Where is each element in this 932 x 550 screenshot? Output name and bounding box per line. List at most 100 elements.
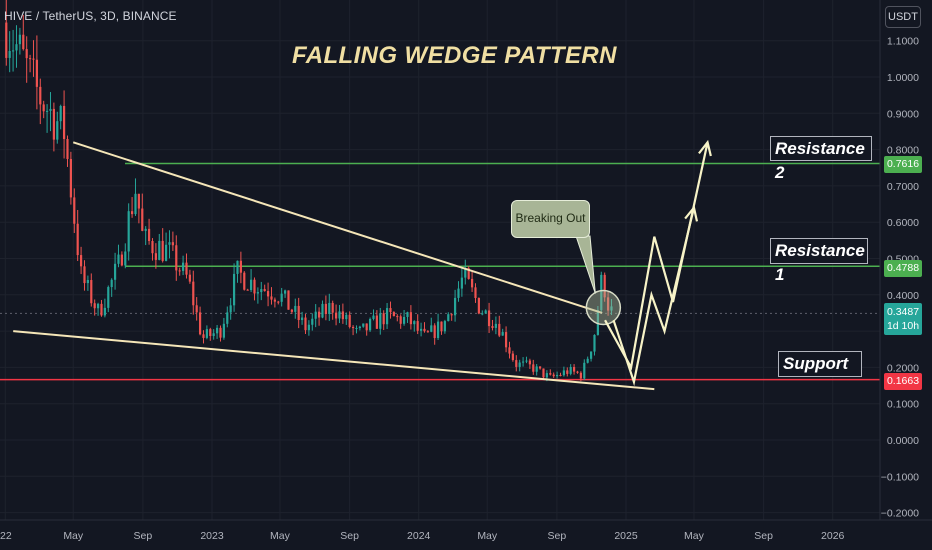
candle-body xyxy=(28,58,32,60)
candle xyxy=(389,301,392,319)
candle-body xyxy=(382,313,385,325)
candle xyxy=(209,327,212,341)
candle-body xyxy=(8,51,11,58)
candle xyxy=(249,269,253,293)
candle-body xyxy=(423,328,426,332)
candle xyxy=(297,297,300,329)
candle-body xyxy=(372,315,375,319)
candle xyxy=(181,255,185,276)
candle-body xyxy=(535,366,538,372)
candle-body xyxy=(147,228,151,241)
candle-body xyxy=(202,334,205,338)
candle xyxy=(572,364,576,375)
candle-body xyxy=(413,321,416,325)
candle-body xyxy=(362,323,365,327)
time-tick-label: May xyxy=(270,530,291,542)
candle xyxy=(569,364,572,376)
candle xyxy=(362,323,365,328)
candle xyxy=(290,308,293,314)
candle xyxy=(586,356,589,364)
candle-body xyxy=(399,316,402,324)
candle-body xyxy=(504,332,508,348)
resistance-2-label: Resistance 2 xyxy=(770,136,872,182)
candle xyxy=(32,40,35,77)
candle-body xyxy=(178,270,181,272)
candle xyxy=(59,104,62,130)
candle-body xyxy=(134,193,137,215)
candle xyxy=(464,259,467,285)
candle xyxy=(277,300,280,305)
candle-body xyxy=(311,318,314,325)
candle-body xyxy=(141,208,144,231)
candle xyxy=(600,271,603,313)
candle xyxy=(45,104,49,133)
candle-body xyxy=(589,351,593,359)
price-tick-label: 0.6000 xyxy=(887,217,919,229)
candle xyxy=(243,271,246,291)
candle xyxy=(498,315,501,338)
candle xyxy=(440,321,443,335)
candle xyxy=(382,310,385,331)
candle-body xyxy=(120,254,123,266)
candle xyxy=(158,233,161,261)
candle-body xyxy=(212,333,215,336)
candle xyxy=(559,372,562,377)
candle-body xyxy=(130,211,134,215)
candle xyxy=(22,14,25,51)
time-tick-label: May xyxy=(63,530,84,542)
candle-body xyxy=(246,289,249,291)
candle-body xyxy=(368,318,372,331)
candle xyxy=(321,300,324,319)
candle xyxy=(294,298,297,319)
candle xyxy=(348,311,351,329)
candle xyxy=(413,320,416,332)
candle xyxy=(501,328,504,336)
candle-body xyxy=(341,311,344,320)
candle-body xyxy=(583,362,586,379)
candle-body xyxy=(586,358,589,363)
support-label: Support xyxy=(778,351,862,377)
candle xyxy=(171,231,174,251)
candle-body xyxy=(450,314,453,316)
candle-body xyxy=(324,303,327,315)
candle xyxy=(385,302,389,330)
candle-body xyxy=(552,374,555,377)
candle-body xyxy=(263,289,266,292)
price-tick-label: 0.4000 xyxy=(887,290,919,302)
candle xyxy=(583,359,586,381)
candle xyxy=(484,309,487,314)
currency-button[interactable]: USDT xyxy=(885,6,921,28)
candle xyxy=(494,316,497,335)
candle-body xyxy=(396,316,399,318)
candle xyxy=(113,252,117,290)
candle xyxy=(396,314,399,322)
candle-body xyxy=(549,373,552,375)
candle xyxy=(314,304,317,328)
candle-body xyxy=(559,375,562,377)
candle-body xyxy=(32,58,35,60)
price-tick-label: 0.0000 xyxy=(887,435,919,447)
candle-body xyxy=(144,228,147,231)
candle-body xyxy=(440,321,443,332)
candle-body xyxy=(453,297,457,316)
candle xyxy=(161,228,164,263)
candle-body xyxy=(171,242,174,246)
candle-body xyxy=(474,287,477,299)
candle-body xyxy=(501,332,504,336)
candle xyxy=(144,226,147,246)
candle-body xyxy=(392,312,395,317)
candle-body xyxy=(239,260,242,273)
candle-body xyxy=(606,297,610,311)
time-axis[interactable]: 22 May Sep 2023 May Sep 2024 May Sep 2025 May Sep 20… xyxy=(0,519,932,550)
candle xyxy=(86,275,89,291)
candle xyxy=(66,135,69,167)
candle xyxy=(528,358,531,369)
candles xyxy=(5,0,613,382)
candle-body xyxy=(124,251,127,266)
candle-body xyxy=(603,274,606,298)
symbol-info[interactable]: HIVE / TetherUS, 3D, BINANCE xyxy=(4,9,177,23)
candle xyxy=(212,329,215,340)
candle xyxy=(287,290,290,310)
candle-body xyxy=(379,313,382,329)
